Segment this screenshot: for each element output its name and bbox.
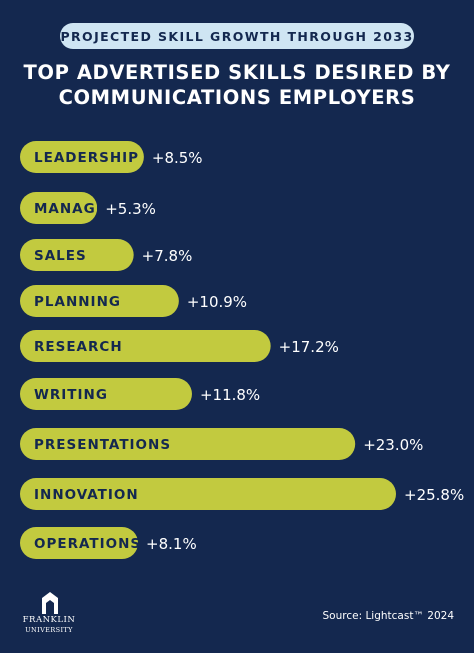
bar-research xyxy=(20,330,271,362)
category-label-sales: SALES xyxy=(34,248,87,264)
category-label-planning: PLANNING xyxy=(34,294,121,310)
bar-operations xyxy=(20,527,139,559)
value-label-operations: +8.1% xyxy=(146,535,197,553)
value-label-leadership: +8.5% xyxy=(152,149,203,167)
value-label-research: +17.2% xyxy=(279,338,339,356)
bar-innovation xyxy=(20,478,396,510)
bar-writing xyxy=(20,378,192,410)
bar-planning xyxy=(20,285,179,317)
category-label-leadership: LEADERSHIP xyxy=(34,150,139,166)
category-label-presentations: PRESENTATIONS xyxy=(34,437,171,453)
value-label-management: +5.3% xyxy=(105,200,156,218)
bar-management xyxy=(20,192,98,224)
chart-title: TOP ADVERTISED SKILLS DESIRED BY COMMUNI… xyxy=(0,60,474,110)
value-label-presentations: +23.0% xyxy=(363,436,423,454)
university-logo-text: FRANKLIN UNIVERSITY xyxy=(20,615,78,635)
franklin-university-logo-icon xyxy=(42,592,58,614)
category-label-research: RESEARCH xyxy=(34,339,123,355)
bar-presentations xyxy=(20,428,356,460)
value-label-innovation: +25.8% xyxy=(404,486,464,504)
category-label-innovation: INNOVATION xyxy=(34,487,139,503)
category-label-management: MANAGEMENT xyxy=(34,201,153,217)
chart-title-line-1: TOP ADVERTISED SKILLS DESIRED BY xyxy=(23,61,451,84)
value-label-writing: +11.8% xyxy=(200,386,260,404)
bar-sales xyxy=(20,239,134,271)
category-label-writing: WRITING xyxy=(34,387,108,403)
logo-line-1: FRANKLIN xyxy=(22,615,76,625)
subtitle-pill: PROJECTED SKILL GROWTH THROUGH 2033 xyxy=(60,23,414,49)
value-label-sales: +7.8% xyxy=(142,247,193,265)
chart-subtitle: PROJECTED SKILL GROWTH THROUGH 2033 xyxy=(60,28,414,44)
logo-line-2: UNIVERSITY xyxy=(25,626,73,634)
chart-title-line-2: COMMUNICATIONS EMPLOYERS xyxy=(58,86,416,109)
bar-leadership xyxy=(20,141,144,173)
source-note: Source: Lightcast™ 2024 xyxy=(322,610,455,622)
category-label-operations: OPERATIONS xyxy=(34,536,141,552)
value-label-planning: +10.9% xyxy=(187,293,247,311)
